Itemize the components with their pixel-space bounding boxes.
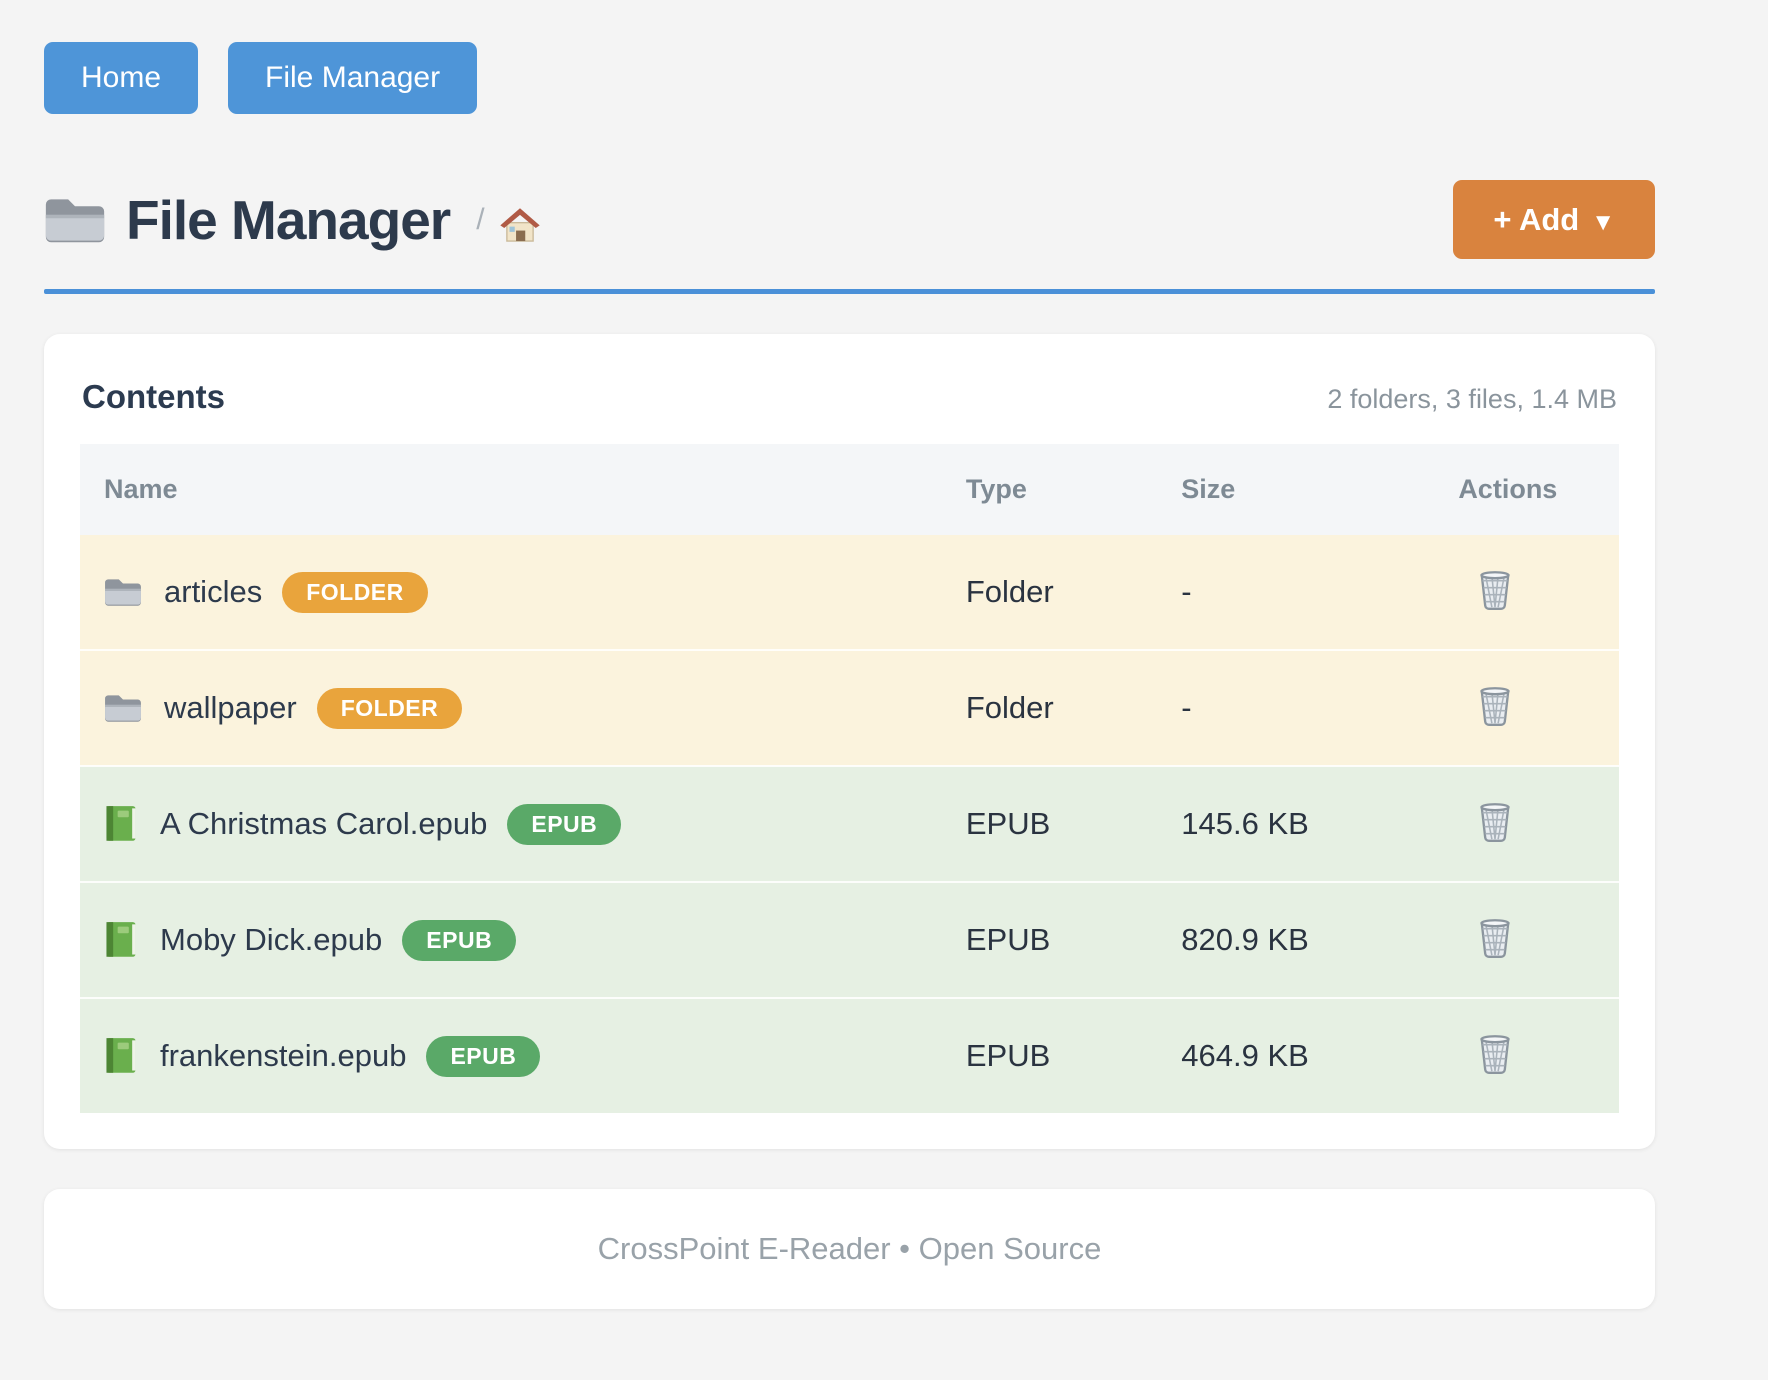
type-badge: FOLDER <box>316 687 463 729</box>
type-badge: FOLDER <box>282 571 428 613</box>
add-button[interactable]: + Add ▼ <box>1453 180 1655 259</box>
type-badge: EPUB <box>507 803 622 845</box>
type-cell: EPUB <box>941 997 1158 1113</box>
top-nav: Home File Manager <box>44 42 1655 114</box>
trash-icon <box>1480 571 1511 610</box>
type-cell: Folder <box>965 574 1054 609</box>
table-row: A Christmas Carol.epub EPUB EPUB 145.6 K… <box>80 765 1619 882</box>
breadcrumb-separator: / <box>476 202 485 236</box>
page-header: File Manager / + Add ▼ <box>44 180 1655 259</box>
folder-icon <box>44 196 106 244</box>
size-cell: - <box>1181 574 1192 609</box>
column-header-size: Size <box>1181 474 1236 504</box>
book-icon <box>104 921 138 959</box>
column-header-actions: Actions <box>1458 474 1558 504</box>
column-header-type: Type <box>965 474 1027 504</box>
table-row: wallpaper FOLDER Folder - <box>80 649 1619 766</box>
table-row: frankenstein.epub EPUB EPUB 464.9 KB <box>80 997 1619 1113</box>
delete-button[interactable] <box>1472 913 1518 963</box>
trash-icon <box>1480 919 1511 958</box>
page-title: File Manager <box>126 188 451 251</box>
book-icon <box>104 805 138 843</box>
item-name-link[interactable]: Moby Dick.epub <box>160 922 383 957</box>
type-badge: EPUB <box>426 1035 541 1077</box>
item-name-link[interactable]: A Christmas Carol.epub <box>160 806 488 841</box>
footer-card: CrossPoint E-Reader • Open Source <box>44 1189 1655 1309</box>
contents-heading: Contents <box>82 378 225 415</box>
table-header-row: Name Type Size Actions <box>80 444 1619 535</box>
delete-button[interactable] <box>1472 565 1518 615</box>
title-divider <box>44 289 1655 294</box>
footer-text: CrossPoint E-Reader • Open Source <box>597 1231 1102 1266</box>
item-name-link[interactable]: articles <box>164 574 263 609</box>
contents-summary: 2 folders, 3 files, 1.4 MB <box>1327 384 1617 414</box>
file-manager-page: Home File Manager File Manager / + Add ▼ … <box>44 42 1655 1309</box>
trash-icon <box>1480 687 1511 726</box>
table-row: articles FOLDER Folder - <box>80 535 1619 650</box>
home-breadcrumb-icon[interactable] <box>499 204 541 244</box>
trash-icon <box>1480 1035 1511 1074</box>
column-header-name: Name <box>104 474 178 504</box>
file-manager-button[interactable]: File Manager <box>228 42 478 114</box>
book-icon <box>104 1037 138 1075</box>
item-name-link[interactable]: frankenstein.epub <box>160 1038 407 1073</box>
folder-icon <box>104 577 142 607</box>
size-cell: 820.9 KB <box>1157 881 1435 998</box>
contents-card: Contents 2 folders, 3 files, 1.4 MB Name… <box>44 334 1655 1149</box>
trash-icon <box>1480 803 1511 842</box>
caret-down-icon: ▼ <box>1591 209 1615 236</box>
delete-button[interactable] <box>1472 797 1518 847</box>
add-button-label: + Add <box>1493 202 1580 237</box>
table-row: Moby Dick.epub EPUB EPUB 820.9 KB <box>80 881 1619 998</box>
item-name-link[interactable]: wallpaper <box>164 690 297 725</box>
file-table: Name Type Size Actions articles FOLDER F… <box>80 444 1619 1113</box>
type-cell: Folder <box>941 649 1158 766</box>
size-cell: - <box>1157 649 1435 766</box>
type-cell: EPUB <box>941 765 1158 882</box>
type-cell: EPUB <box>941 881 1158 998</box>
home-button[interactable]: Home <box>44 42 199 114</box>
delete-button[interactable] <box>1472 1029 1518 1079</box>
size-cell: 464.9 KB <box>1157 997 1435 1113</box>
size-cell: 145.6 KB <box>1157 765 1435 882</box>
delete-button[interactable] <box>1472 681 1518 731</box>
folder-icon <box>104 693 142 723</box>
type-badge: EPUB <box>402 919 517 961</box>
